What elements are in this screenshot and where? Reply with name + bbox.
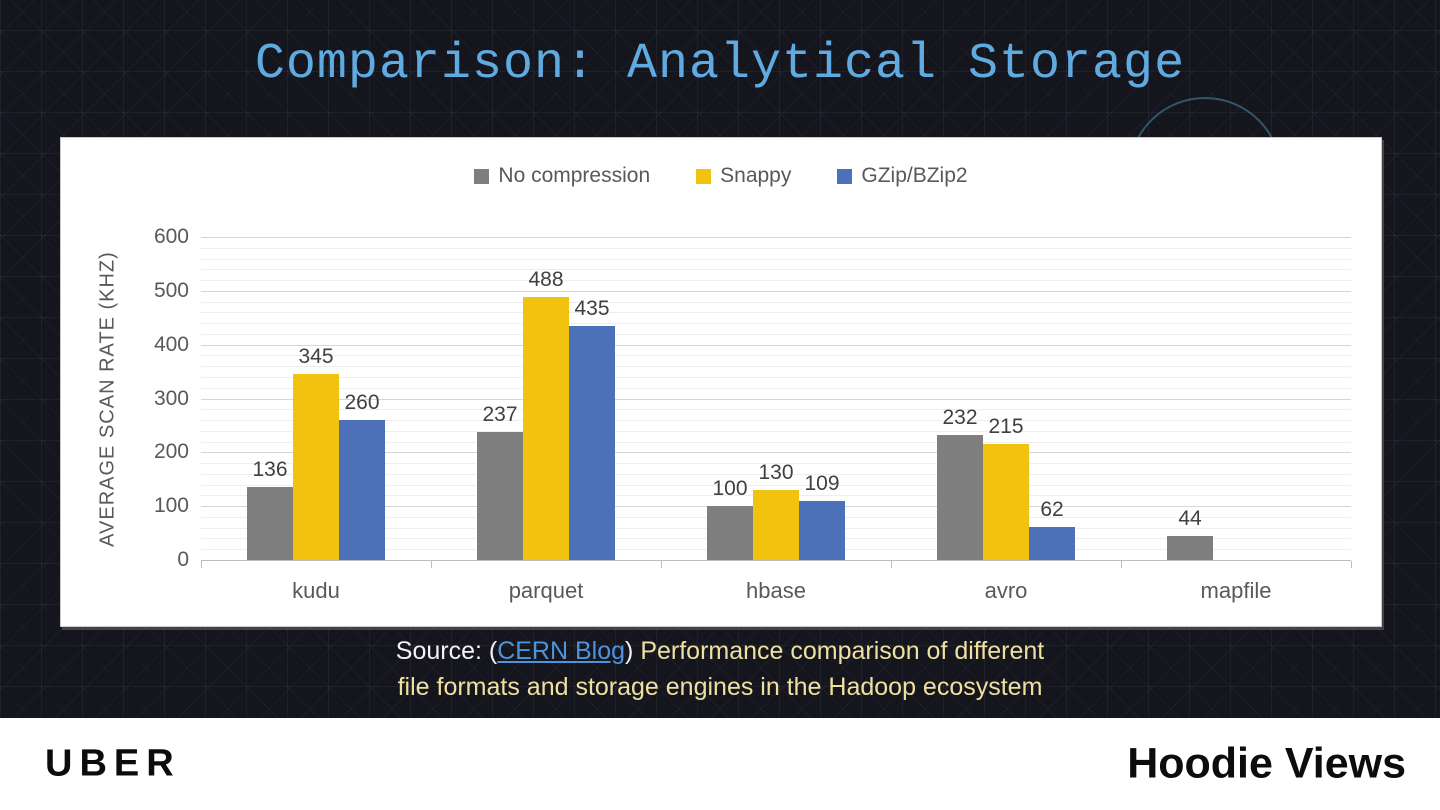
data-label: 130 [758,461,794,485]
bar-no-compression-parquet [477,432,523,560]
bar-no-compression-mapfile [1167,536,1213,560]
minor-gridline [201,441,1351,443]
category-axis-tick [431,561,432,568]
category-axis-tick [201,561,202,568]
major-gridline [201,344,1351,346]
data-label: 62 [1040,497,1064,521]
data-label: 260 [344,391,380,415]
chart-legend: No compression Snappy GZip/BZip2 [61,164,1381,188]
data-label: 215 [988,415,1024,439]
footer-bar: UBER Hoodie Views [0,718,1440,810]
bar-snappy-parquet [523,297,569,560]
minor-gridline [201,323,1351,325]
data-label: 136 [252,457,288,481]
legend-item-no-compression: No compression [474,164,650,188]
bar-snappy-hbase [753,490,799,560]
legend-swatch-icon [696,168,712,184]
source-description-part1: Performance comparison of different [640,637,1045,665]
minor-gridline [201,301,1351,303]
data-label: 345 [298,345,334,369]
minor-gridline [201,430,1351,432]
chart-panel: No compression Snappy GZip/BZip2 AVERAGE S… [60,137,1382,627]
bar-gzip-bzip2-hbase [799,501,845,560]
y-tick-label: 300 [153,386,189,410]
bar-gzip-bzip2-avro [1029,526,1075,560]
data-label: 237 [482,403,518,427]
bar-gzip-bzip2-parquet [569,325,615,560]
minor-gridline [201,376,1351,378]
uber-logo: UBER [45,742,181,785]
x-category-label-parquet: parquet [508,578,584,603]
source-close-paren: ) [625,637,641,665]
bar-snappy-avro [983,444,1029,560]
source-line-2: file formats and storage engines in the … [397,673,1043,701]
y-axis-title: AVERAGE SCAN RATE (KHZ) [96,251,119,547]
minor-gridline [201,258,1351,260]
bar-no-compression-kudu [247,486,293,560]
minor-gridline [201,484,1351,486]
source-prefix: Source: ( [395,637,498,665]
legend-swatch-icon [474,168,490,184]
data-label: 109 [804,472,840,496]
major-gridline [201,237,1351,238]
minor-gridline [201,355,1351,357]
cern-blog-link[interactable]: CERN Blog [497,637,626,665]
x-category-label-avro: avro [984,578,1028,603]
category-axis-tick [1351,561,1352,568]
x-axis-line [201,560,1351,561]
minor-gridline [201,366,1351,368]
major-gridline [201,290,1351,292]
x-category-label-hbase: hbase [746,578,806,603]
bar-no-compression-hbase [707,506,753,560]
bar-gzip-bzip2-kudu [339,420,385,560]
source-caption: Source: (CERN Blog) Performance comparis… [0,633,1440,705]
x-category-label-kudu: kudu [292,578,340,603]
data-label: 232 [942,406,978,430]
legend-item-gzip-bzip2: GZip/BZip2 [837,164,968,188]
y-tick-label: 100 [153,494,189,518]
category-axis-tick [661,561,662,568]
data-label: 435 [574,296,610,320]
deck-title: Hoodie Views [1127,739,1406,788]
data-label: 44 [1178,507,1202,531]
minor-gridline [201,312,1351,314]
minor-gridline [201,247,1351,249]
legend-label: GZip/BZip2 [861,164,968,187]
legend-label: No compression [498,164,651,187]
x-category-label-mapfile: mapfile [1200,578,1272,603]
minor-gridline [201,269,1351,271]
page-title: Comparison: Analytical Storage [254,36,1186,93]
y-tick-label: 400 [153,332,189,356]
category-axis-tick [1121,561,1122,568]
legend-swatch-icon [837,168,853,184]
y-tick-label: 500 [153,278,189,302]
source-line-1: Source: (CERN Blog) Performance comparis… [0,633,1440,669]
chart-plot-area: 136 345 260 237 488 435 100 130 109 232 215 62 44 [201,237,1352,568]
minor-gridline [201,473,1351,475]
category-axis-tick [891,561,892,568]
minor-gridline [201,387,1351,389]
y-tick-label: 0 [177,548,189,571]
minor-gridline [201,463,1351,465]
minor-gridline [201,333,1351,335]
data-label: 100 [712,477,748,501]
minor-gridline [201,280,1351,282]
major-gridline [201,452,1351,454]
major-gridline [201,398,1351,400]
legend-item-snappy: Snappy [696,164,791,188]
data-label: 488 [528,268,564,292]
bar-no-compression-avro [937,435,983,560]
y-tick-label: 200 [153,440,189,464]
bar-snappy-kudu [293,374,339,560]
legend-label: Snappy [720,164,792,187]
y-tick-label: 600 [153,225,189,248]
minor-gridline [201,420,1351,422]
minor-gridline [201,409,1351,411]
